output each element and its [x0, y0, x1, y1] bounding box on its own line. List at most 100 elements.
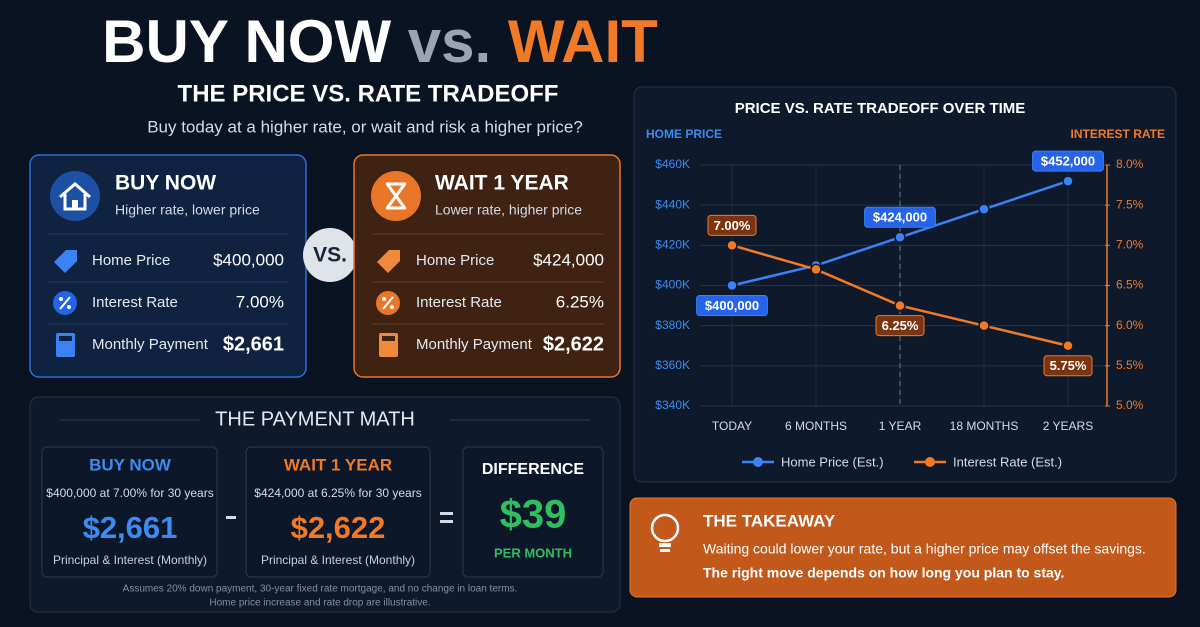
- text-label: Monthly Payment: [92, 336, 209, 353]
- value-label-box: [1032, 150, 1104, 172]
- value-label: $424,000: [873, 210, 927, 225]
- wait-card: WAIT 1 YEAR Lower rate, higher price Hom…: [353, 154, 621, 378]
- x-tick-label: 18 MONTHS: [950, 419, 1019, 433]
- text-label: $2,661: [223, 333, 284, 355]
- wait-card-shape: [386, 182, 406, 210]
- text-label: THE TAKEAWAY: [703, 511, 836, 530]
- buy-card-shape: [50, 171, 100, 221]
- data-point: [726, 279, 738, 292]
- text-label: Lower rate, higher price: [435, 202, 582, 218]
- value-label: $452,000: [1041, 154, 1095, 169]
- value-label-box: [696, 295, 768, 316]
- value-label: $400,000: [705, 298, 759, 313]
- buy-card-shape: [59, 297, 63, 301]
- title-buy: BUY NOW: [102, 8, 391, 75]
- wait-card-shape: [377, 250, 400, 273]
- data-point: [978, 203, 990, 215]
- data-point: [894, 299, 906, 312]
- wait-card-shape: [382, 336, 395, 341]
- payment-math-shape: [226, 516, 236, 519]
- takeaway-shape: [650, 513, 680, 543]
- value-label: 6.25%: [882, 318, 919, 333]
- text-label: 6.25%: [556, 292, 604, 311]
- wait-card-shape: [353, 154, 621, 378]
- y-tick-label: $460K: [655, 157, 690, 171]
- header: BUY NOW vs. WAIT THE PRICE VS. RATE TRAD…: [102, 8, 658, 137]
- text-label: WAIT 1 YEAR: [284, 455, 392, 474]
- text-label: Home Price: [416, 252, 494, 269]
- buy-card-shape: [72, 200, 78, 209]
- buy-card-shape: [67, 305, 71, 309]
- text-label: $400,000: [213, 250, 284, 269]
- value-label: 7.00%: [714, 218, 751, 233]
- x-tick-label: 1 YEAR: [879, 419, 922, 433]
- y2-axis-label: INTEREST RATE: [1071, 127, 1165, 141]
- y-axis-label: HOME PRICE: [646, 127, 722, 141]
- buy-card-shape: [54, 250, 77, 273]
- x-tick-label: 2 YEARS: [1043, 419, 1093, 433]
- wait-card-shape: [390, 305, 394, 309]
- data-point: [726, 239, 738, 252]
- subtitle: THE PRICE VS. RATE TRADEOFF: [178, 80, 559, 107]
- text-label: BUY NOW: [89, 455, 172, 474]
- title-vs: vs.: [408, 8, 491, 75]
- y2-tick-label: 7.0%: [1116, 238, 1144, 252]
- value-label-box: [864, 206, 936, 228]
- data-point: [1062, 340, 1074, 352]
- buy-card: BUY NOW Higher rate, lower price Home Pr…: [29, 154, 307, 378]
- text-label: BUY NOW: [115, 172, 216, 195]
- text-label: $400,000 at 7.00% for 30 years: [46, 486, 213, 500]
- vs-badge: VS.: [303, 228, 357, 282]
- title-wait: WAIT: [508, 8, 658, 75]
- y-tick-label: $420K: [655, 238, 690, 252]
- y-tick-label: $360K: [655, 358, 690, 372]
- text-label: Principal & Interest (Monthly): [261, 553, 415, 567]
- value-label-box: [707, 214, 757, 236]
- text-label: PER MONTH: [494, 545, 572, 560]
- data-point: [810, 263, 822, 276]
- y-tick-label: $380K: [655, 318, 690, 332]
- text-label: Interest Rate: [92, 294, 178, 311]
- text-label: $2,622: [543, 333, 604, 355]
- y2-tick-label: 5.0%: [1116, 398, 1144, 412]
- text-label: Assumes 20% down payment, 30-year fixed …: [123, 584, 518, 595]
- text-label: WAIT 1 YEAR: [435, 172, 569, 195]
- text-label: Principal & Interest (Monthly): [53, 553, 207, 567]
- value-label-box: [1043, 355, 1093, 377]
- y2-tick-label: 5.5%: [1116, 358, 1144, 372]
- takeaway-shape: [660, 549, 670, 552]
- text-label: $2,661: [83, 510, 178, 545]
- wait-card-shape: [382, 297, 386, 301]
- payment-math-shape: [245, 446, 431, 578]
- text-label: Higher rate, lower price: [115, 202, 260, 218]
- text-label: Interest Rate: [416, 294, 502, 311]
- vs-badge-shape: [303, 228, 357, 282]
- y2-tick-label: 6.0%: [1116, 318, 1144, 332]
- text-label: The right move depends on how long you p…: [703, 565, 1064, 581]
- tagline: Buy today at a higher rate, or wait and …: [147, 117, 583, 136]
- data-point: [978, 319, 990, 332]
- text-label: $2,622: [291, 510, 386, 545]
- payment-math-shape: [440, 520, 453, 523]
- payment-math-shape: [440, 512, 453, 515]
- text-label: THE PAYMENT MATH: [215, 408, 415, 430]
- text-label: Monthly Payment: [416, 336, 533, 353]
- legend-dot: [753, 457, 763, 467]
- chart-panel-shape: [633, 86, 1177, 483]
- buy-card-shape: [59, 336, 72, 341]
- text-label: Home Price: [92, 252, 170, 269]
- y-tick-label: $440K: [655, 197, 690, 211]
- text-label: $39: [500, 493, 567, 537]
- payment-math-shape: [462, 446, 604, 578]
- main-title: BUY NOW vs. WAIT: [102, 8, 658, 75]
- value-label: 5.75%: [1050, 358, 1087, 373]
- text-label: $424,000 at 6.25% for 30 years: [254, 486, 421, 500]
- payment-math-shape: [41, 446, 218, 578]
- legend-dot: [925, 457, 935, 467]
- chart-title: PRICE VS. RATE TRADEOFF OVER TIME: [735, 100, 1026, 117]
- value-label-box: [875, 315, 925, 337]
- y-tick-label: $400K: [655, 278, 690, 292]
- x-tick-label: TODAY: [712, 419, 752, 433]
